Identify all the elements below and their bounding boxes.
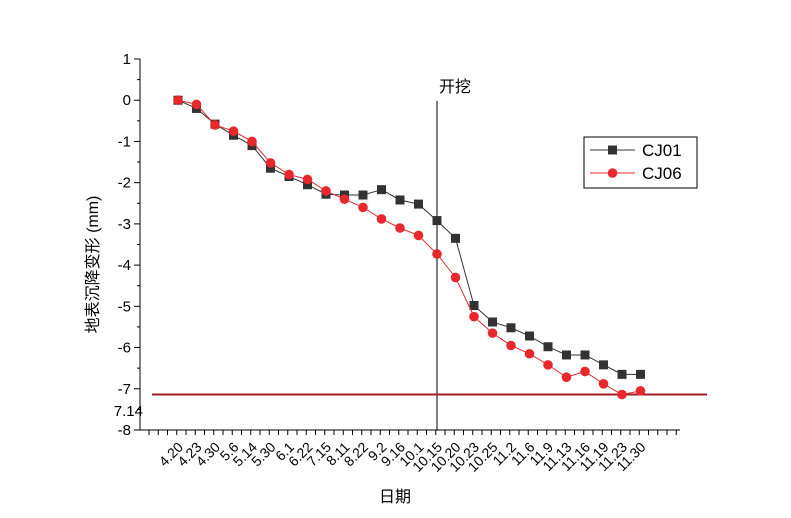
data-point [173, 95, 183, 106]
data-point [302, 174, 313, 185]
y-tick-label: -1 [118, 133, 131, 150]
excavation-label: 开挖 [439, 78, 471, 96]
y-tick-label: -8 [118, 422, 131, 439]
data-point [636, 369, 645, 379]
y-tick-label: -5 [118, 298, 131, 315]
legend-marker [608, 145, 617, 155]
y-tick-label: -2 [118, 175, 131, 192]
y-axis-title: 地表沉降变形 (mm) [84, 196, 102, 334]
data-point [395, 223, 405, 233]
data-point [487, 328, 498, 338]
legend-marker [607, 168, 618, 178]
data-point [266, 163, 275, 173]
data-point [432, 249, 442, 259]
reference-lines: 开挖 7.14 [114, 78, 707, 430]
limit-label: 7.14 [114, 403, 143, 420]
y-tick-label: 1 [123, 51, 131, 68]
data-point [358, 190, 368, 200]
data-point [561, 372, 572, 383]
data-point [210, 120, 220, 130]
data-point [247, 136, 257, 147]
data-point [376, 214, 387, 224]
data-point [303, 180, 312, 190]
data-point [635, 386, 646, 396]
data-point [506, 323, 516, 333]
data-point [228, 126, 239, 136]
data-point [469, 301, 479, 311]
legend-label: CJ01 [642, 141, 682, 160]
legend-box [583, 136, 698, 189]
data-point [321, 186, 331, 196]
y-tick-label: -3 [118, 216, 131, 233]
data-point [414, 199, 423, 209]
data-point [395, 195, 405, 205]
data-point [469, 311, 479, 322]
axes: 10-1-2-3-4-5-6-7-84.204.234.305.65.145.3… [118, 51, 680, 475]
series-line [177, 99, 641, 396]
y-tick-label: -4 [118, 257, 131, 274]
series-group [173, 95, 646, 400]
data-point [191, 99, 202, 110]
data-point [524, 348, 535, 359]
data-point [450, 272, 461, 283]
data-point [506, 340, 516, 351]
data-point [525, 331, 534, 341]
data-point [617, 369, 627, 379]
x-axis-title: 日期 [379, 488, 411, 506]
series-cj06 [173, 95, 646, 400]
data-point [413, 230, 424, 241]
data-point [562, 350, 571, 360]
data-point [284, 169, 294, 180]
y-tick-label: 0 [123, 92, 131, 109]
data-point [543, 342, 553, 352]
data-point [580, 350, 590, 360]
data-point [377, 185, 386, 195]
data-point [339, 194, 350, 204]
data-point [580, 366, 590, 377]
data-point [617, 389, 627, 400]
data-point [265, 158, 276, 168]
series-cj01 [173, 95, 645, 379]
data-point [358, 202, 368, 213]
data-point [598, 379, 609, 389]
data-point [599, 360, 608, 370]
data-point [488, 317, 497, 327]
data-point [432, 216, 442, 226]
y-tick-label: -6 [118, 340, 131, 357]
legend-label: CJ06 [642, 164, 682, 183]
legend: CJ01 CJ06 [583, 136, 698, 189]
y-tick-label: -7 [118, 381, 131, 398]
data-point [451, 233, 460, 243]
data-point [543, 360, 553, 370]
